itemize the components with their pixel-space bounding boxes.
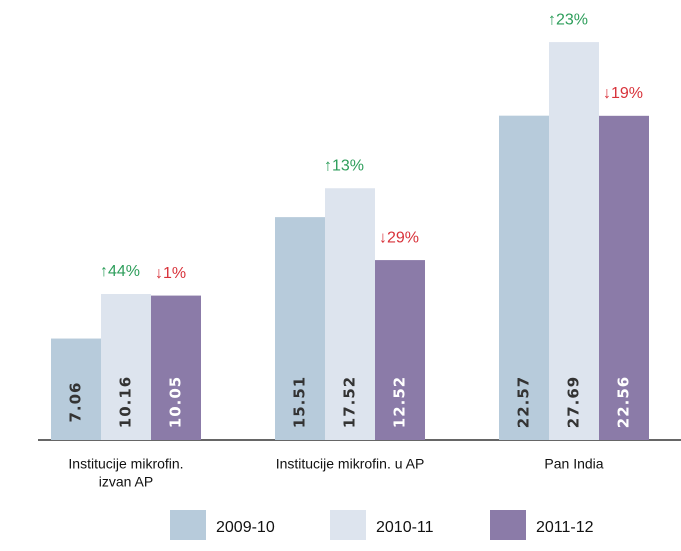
change-annotation: ↓29% xyxy=(379,229,419,246)
legend-swatch xyxy=(490,510,526,540)
bar xyxy=(599,115,649,440)
bar-value-label: 27.69 xyxy=(565,376,583,428)
change-annotation: ↓19% xyxy=(603,85,643,102)
bar-value-label: 12.52 xyxy=(391,376,409,428)
bar xyxy=(375,260,425,440)
bar-value-label: 10.05 xyxy=(167,376,185,428)
x-tick-label: Institucije mikrofin. u AP xyxy=(276,456,425,472)
bar-value-label: 22.57 xyxy=(515,376,533,428)
bar xyxy=(499,115,549,440)
x-tick-label: Institucije mikrofin. xyxy=(68,456,183,472)
legend-swatch xyxy=(330,510,366,540)
change-annotation: ↑44% xyxy=(100,263,140,280)
bar xyxy=(325,188,375,440)
bar-value-label: 17.52 xyxy=(341,376,359,428)
bar xyxy=(101,294,151,440)
bar xyxy=(275,217,325,440)
change-annotation: ↑13% xyxy=(324,157,364,174)
bar xyxy=(549,42,599,441)
bar-value-label: 10.16 xyxy=(117,376,135,428)
legend-label: 2010-11 xyxy=(376,519,434,536)
bar-value-label: 22.56 xyxy=(615,376,633,428)
bar-value-label: 15.51 xyxy=(291,376,309,428)
bar-value-label: 7.06 xyxy=(67,381,85,422)
change-annotation: ↓1% xyxy=(155,265,186,282)
legend-label: 2009-10 xyxy=(216,519,275,536)
change-annotation: ↑23% xyxy=(548,11,588,28)
legend-label: 2011-12 xyxy=(536,519,594,536)
x-tick-label: izvan AP xyxy=(99,474,153,490)
bar xyxy=(151,295,201,440)
bar xyxy=(51,338,101,440)
legend-swatch xyxy=(170,510,206,540)
x-tick-label: Pan India xyxy=(544,456,603,472)
